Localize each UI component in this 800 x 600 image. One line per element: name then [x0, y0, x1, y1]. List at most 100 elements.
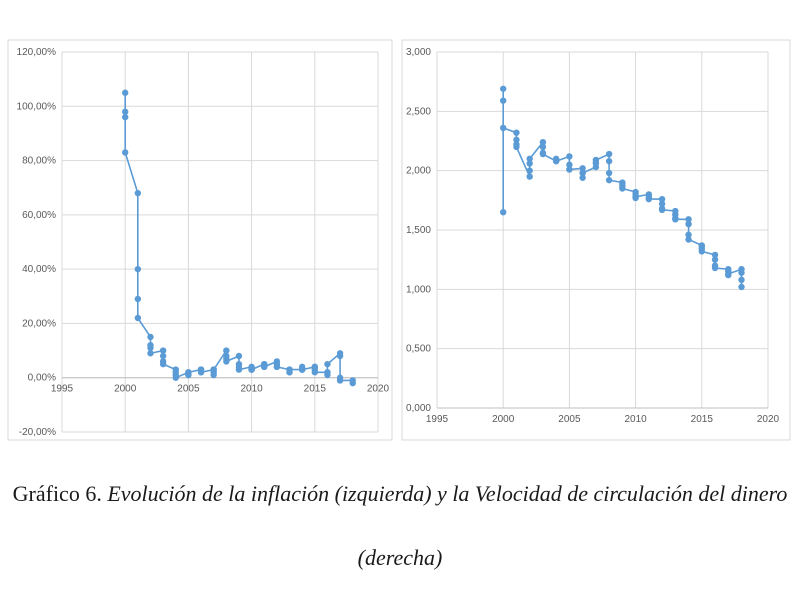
- data-point: [738, 283, 745, 291]
- data-point: [324, 369, 331, 376]
- caption-prefix: Gráfico 6.: [12, 481, 108, 506]
- data-point: [526, 173, 533, 180]
- data-point: [298, 366, 306, 373]
- x-tick-label: 2015: [304, 384, 327, 395]
- x-tick-label: 2005: [177, 384, 200, 395]
- y-tick-label: 20,00%: [22, 318, 56, 329]
- series-line: [124, 92, 354, 384]
- data-point: [147, 333, 154, 341]
- data-point: [566, 166, 573, 173]
- data-point: [223, 347, 230, 354]
- figure-caption: Gráfico 6. Evolución de la inflación (iz…: [0, 462, 800, 590]
- data-point: [579, 169, 586, 177]
- data-point: [711, 256, 719, 263]
- data-point: [336, 377, 344, 384]
- y-tick-label: -20,00%: [19, 427, 56, 438]
- data-point: [147, 350, 154, 357]
- data-point: [672, 216, 679, 223]
- data-point: [311, 369, 318, 376]
- data-point: [685, 231, 692, 238]
- x-tick-label: 2020: [757, 414, 780, 425]
- data-point: [134, 265, 142, 273]
- data-point: [513, 129, 520, 136]
- chart-frame: [7, 39, 393, 441]
- data-point: [539, 150, 547, 158]
- chart-frame: [401, 39, 791, 441]
- x-tick-label: 2020: [367, 384, 390, 395]
- data-point: [605, 157, 613, 165]
- data-point: [122, 149, 129, 156]
- y-tick-label: 1,500: [406, 225, 431, 236]
- data-point: [134, 189, 142, 197]
- charts-area: -20,00% 0,00% 20,00% 40,00% 60,00% 80,00% 100,…: [7, 39, 791, 441]
- data-point: [122, 113, 129, 121]
- data-point: [513, 143, 520, 151]
- data-point: [685, 220, 692, 228]
- y-tick-label: 3,000: [406, 47, 431, 58]
- y-tick-label: 0,000: [406, 403, 431, 414]
- data-point: [738, 276, 745, 284]
- data-point: [605, 169, 613, 177]
- data-point: [122, 89, 129, 96]
- data-point: [122, 108, 129, 115]
- data-point: [197, 369, 205, 376]
- y-tick-label: 120,00%: [17, 47, 57, 58]
- data-point: [223, 358, 230, 365]
- data-point: [539, 143, 547, 151]
- y-tick-label: 0,500: [406, 344, 431, 355]
- data-point: [336, 352, 344, 360]
- y-tick-label: 0,00%: [28, 373, 56, 384]
- data-point: [658, 206, 666, 214]
- data-point: [134, 314, 142, 322]
- data-point: [235, 352, 243, 360]
- data-point: [261, 363, 268, 371]
- data-point: [172, 374, 179, 381]
- x-tick-label: 1995: [51, 384, 74, 395]
- data-point: [526, 155, 533, 162]
- data-point: [526, 167, 533, 174]
- y-tick-label: 100,00%: [17, 101, 57, 112]
- data-point: [566, 161, 573, 168]
- data-point: [619, 185, 626, 192]
- data-point: [552, 157, 560, 165]
- data-point: [539, 138, 547, 146]
- data-point: [645, 195, 653, 203]
- data-point: [685, 236, 692, 243]
- data-point: [500, 124, 507, 132]
- data-point: [349, 379, 356, 387]
- data-point: [210, 371, 217, 379]
- inflation-chart: -20,00% 0,00% 20,00% 40,00% 60,00% 80,00% 100,…: [7, 39, 393, 441]
- data-point: [738, 269, 745, 276]
- data-point: [658, 200, 666, 208]
- data-point: [658, 195, 666, 203]
- x-tick-label: 2005: [558, 414, 581, 425]
- data-point: [159, 347, 167, 354]
- data-point: [698, 248, 705, 255]
- x-tick-label: 2000: [492, 414, 515, 425]
- data-point: [500, 85, 507, 92]
- data-point: [210, 366, 217, 373]
- data-point: [579, 174, 586, 181]
- data-point: [711, 251, 719, 259]
- data-point: [579, 165, 586, 172]
- x-tick-label: 2015: [691, 414, 714, 425]
- caption-text: Evolución de la inflación (izquierda) y …: [107, 481, 788, 570]
- data-point: [566, 153, 573, 160]
- data-point: [725, 270, 732, 278]
- data-point: [324, 360, 331, 368]
- data-point: [711, 264, 719, 272]
- y-tick-label: 80,00%: [22, 156, 56, 167]
- data-point: [286, 366, 293, 373]
- data-point: [605, 150, 613, 158]
- data-point: [147, 344, 154, 352]
- data-point: [185, 369, 192, 376]
- x-tick-label: 2010: [240, 384, 263, 395]
- x-tick-label: 2000: [114, 384, 137, 395]
- y-tick-label: 40,00%: [22, 264, 56, 275]
- data-point: [685, 216, 692, 223]
- data-point: [273, 363, 281, 371]
- y-tick-label: 60,00%: [22, 210, 56, 221]
- data-point: [513, 136, 520, 144]
- data-point: [248, 366, 255, 373]
- data-point: [526, 160, 533, 167]
